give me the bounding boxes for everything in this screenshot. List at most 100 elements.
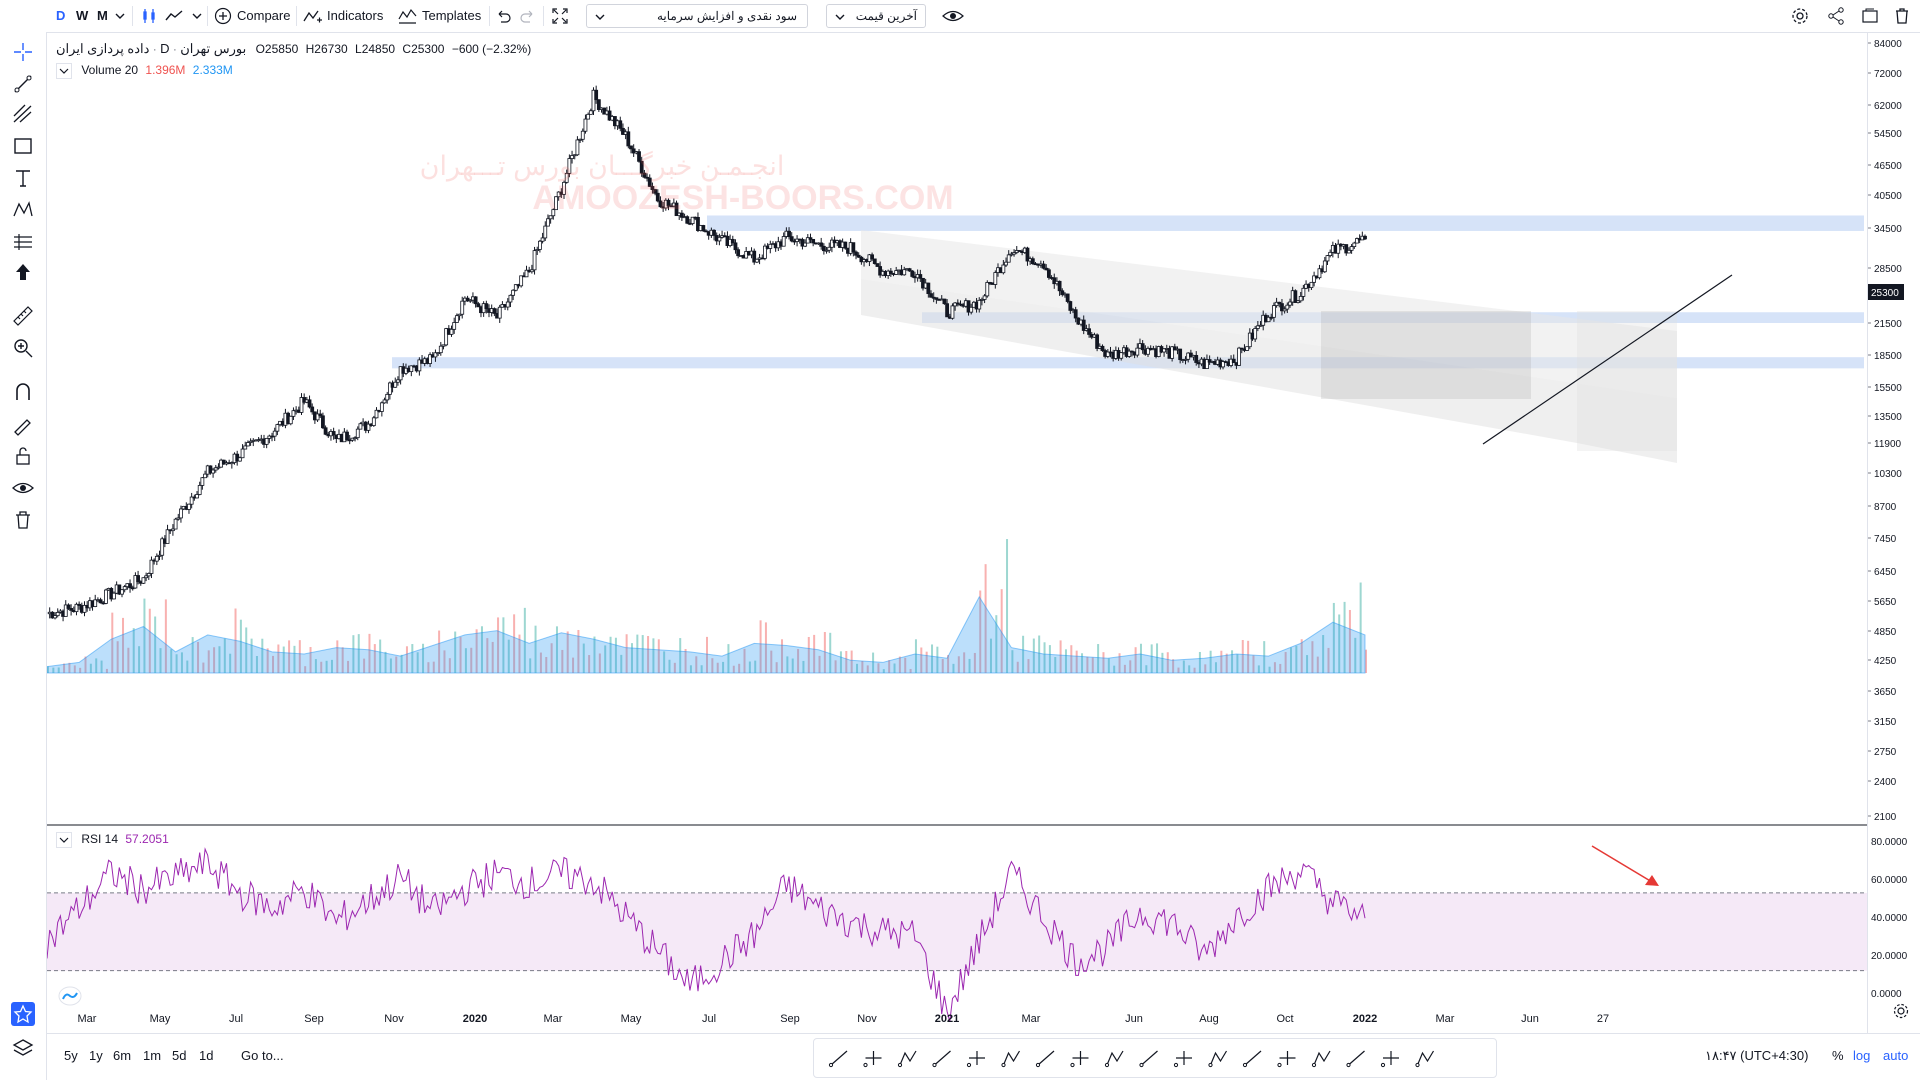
trend-line-icon[interactable]	[863, 1050, 883, 1068]
time-axis[interactable]: Mar May Jul Sep Nov 2020 Mar May Jul Sep Nov 2021 Ma…	[47, 1001, 1867, 1031]
arrow-up-icon[interactable]	[11, 260, 35, 284]
fib-retracement-icon[interactable]	[966, 1050, 986, 1068]
volume-bar	[400, 654, 403, 673]
share-icon[interactable]	[1826, 6, 1846, 26]
redo-icon[interactable]	[520, 8, 536, 24]
favorites-star-icon[interactable]	[11, 1002, 35, 1026]
percent-scale-button[interactable]: %	[1832, 1048, 1844, 1063]
candles-icon[interactable]	[140, 7, 158, 25]
price-axis[interactable]: 84000 72000 62000 54500 46500 40500 34500 28500…	[1867, 33, 1920, 1033]
elliott-wave-icon[interactable]	[1311, 1050, 1331, 1068]
lock-icon[interactable]	[11, 444, 35, 468]
indicators-icon[interactable]	[303, 7, 323, 25]
templates-icon[interactable]	[398, 7, 418, 25]
range-6m-button[interactable]: 6m	[113, 1048, 132, 1063]
text-icon[interactable]	[11, 166, 35, 190]
volume-label[interactable]: Volume 20	[81, 63, 139, 78]
horizontal-line-icon[interactable]	[1208, 1050, 1228, 1068]
range-5d-button[interactable]: 5d	[172, 1048, 187, 1063]
interval-w-button[interactable]: W	[76, 8, 89, 23]
rsi-label[interactable]: RSI 14	[81, 832, 119, 847]
volume-bar	[1354, 637, 1357, 673]
candle-body	[1272, 305, 1276, 318]
chevron-down-icon[interactable]	[192, 11, 202, 21]
candle-body	[1280, 303, 1284, 312]
trash-icon[interactable]	[1893, 6, 1911, 26]
favorite-drawing-tools[interactable]	[814, 1039, 1496, 1077]
interval-m-button[interactable]: M	[97, 8, 108, 23]
parallel-channel-icon[interactable]	[897, 1050, 917, 1068]
date-price-range-icon[interactable]	[1346, 1050, 1366, 1068]
projection-box[interactable]	[1577, 311, 1677, 451]
range-1y-button[interactable]: 1y	[89, 1048, 103, 1063]
chevron-down-icon[interactable]	[115, 11, 125, 21]
path-icon[interactable]	[1104, 1050, 1124, 1068]
settings-gear-icon[interactable]	[1790, 6, 1810, 26]
candle-body	[966, 300, 971, 313]
rectangle-icon[interactable]	[11, 134, 35, 158]
timezone-clock[interactable]: ۱۸:۴۷ (UTC+4:30)	[1705, 1048, 1809, 1063]
range-5y-button[interactable]: 5y	[64, 1048, 78, 1063]
pattern-icon[interactable]	[11, 198, 35, 222]
symbol-name[interactable]: داده پردازی ایران	[56, 41, 150, 56]
auto-scale-button[interactable]: auto	[1883, 1048, 1909, 1063]
indicators-button[interactable]: Indicators	[327, 8, 384, 23]
eye-icon[interactable]	[942, 7, 964, 25]
volume-bar	[272, 655, 275, 673]
brush-icon[interactable]	[1173, 1050, 1193, 1068]
ruler-icon[interactable]	[11, 304, 35, 328]
trend-line-drawing[interactable]	[1482, 274, 1733, 445]
snapshot-icon[interactable]	[1860, 6, 1880, 26]
goto-button[interactable]: Go to...	[241, 1048, 284, 1063]
range-1m-button[interactable]: 1m	[143, 1048, 162, 1063]
support-zone-2[interactable]	[392, 357, 1864, 369]
price-source-dropdown[interactable]: آخرین قیمت	[826, 4, 926, 28]
line-chart-icon[interactable]	[165, 7, 183, 25]
divergence-arrow[interactable]	[1591, 845, 1658, 886]
text-icon[interactable]	[932, 1050, 952, 1068]
volume-bar	[347, 660, 350, 673]
candle-body	[366, 423, 371, 431]
abcd-pattern-icon[interactable]	[1242, 1050, 1262, 1068]
compare-plus-icon[interactable]	[214, 7, 232, 25]
eye-icon[interactable]	[11, 476, 35, 500]
dividend-dropdown-label: سود نقدی و افزایش سرمایه	[656, 9, 797, 23]
cross-line-icon[interactable]	[1070, 1050, 1090, 1068]
collapse-chevron-icon[interactable]	[56, 832, 72, 848]
channel-lower[interactable]	[861, 279, 1677, 463]
undo-icon[interactable]	[495, 8, 511, 24]
axis-settings-gear-icon[interactable]	[1892, 1002, 1910, 1020]
collapse-chevron-icon[interactable]	[56, 63, 72, 79]
log-scale-button[interactable]: log	[1853, 1048, 1871, 1063]
interval-d-button[interactable]: D	[56, 8, 66, 23]
curve-icon[interactable]	[1380, 1050, 1400, 1068]
crosshair-icon[interactable]	[11, 40, 35, 64]
magnet-icon[interactable]	[11, 380, 35, 404]
pencil-lock-icon[interactable]	[11, 412, 35, 436]
candle-body	[872, 258, 877, 264]
callout-icon[interactable]	[1001, 1050, 1021, 1068]
range-1d-button[interactable]: 1d	[199, 1048, 214, 1063]
templates-button[interactable]: Templates	[422, 8, 482, 23]
price-chart[interactable]: انجـمـن خبرگـــان بورس تـــهران AMOOZESH…	[47, 33, 1867, 1033]
consolidation-box[interactable]	[1321, 311, 1531, 399]
candle-body	[1296, 300, 1300, 303]
zoom-icon[interactable]	[11, 336, 35, 360]
layers-icon[interactable]	[11, 1036, 35, 1060]
trend-line-icon[interactable]	[11, 72, 35, 96]
horizontal-ray-icon[interactable]	[1035, 1050, 1055, 1068]
long-position-icon[interactable]	[1139, 1050, 1159, 1068]
fullscreen-icon[interactable]	[551, 7, 569, 25]
compare-button[interactable]: Compare	[237, 8, 291, 23]
prediction-icon[interactable]	[11, 230, 35, 254]
dividend-dropdown[interactable]: سود نقدی و افزایش سرمایه	[586, 4, 808, 28]
rectangle-icon[interactable]	[828, 1050, 848, 1068]
support-zone-0[interactable]	[707, 215, 1864, 231]
trash-icon[interactable]	[11, 508, 35, 532]
volume-bar	[588, 655, 591, 673]
channel-upper[interactable]	[861, 230, 1677, 398]
pitchfork-icon[interactable]	[11, 102, 35, 126]
xabcd-pattern-icon[interactable]	[1277, 1050, 1297, 1068]
head-shoulders-icon[interactable]	[1415, 1050, 1435, 1068]
volume-bar	[111, 612, 114, 673]
